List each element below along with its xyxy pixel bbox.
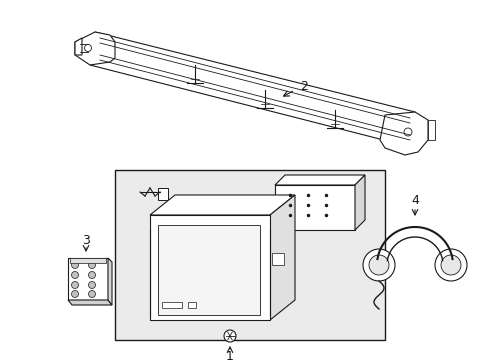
- Circle shape: [368, 255, 388, 275]
- Text: 1: 1: [225, 350, 233, 360]
- Bar: [70, 258, 106, 263]
- Polygon shape: [158, 225, 260, 315]
- Text: 3: 3: [82, 234, 90, 247]
- Polygon shape: [108, 258, 112, 305]
- Circle shape: [71, 282, 79, 288]
- Polygon shape: [274, 185, 354, 230]
- Polygon shape: [150, 215, 269, 320]
- Circle shape: [362, 249, 394, 281]
- Bar: [271, 253, 284, 265]
- Polygon shape: [427, 120, 434, 140]
- Polygon shape: [354, 175, 364, 230]
- Circle shape: [88, 282, 95, 288]
- Polygon shape: [150, 195, 294, 215]
- Polygon shape: [90, 32, 414, 148]
- Circle shape: [88, 291, 95, 297]
- Polygon shape: [68, 258, 108, 300]
- Circle shape: [224, 330, 236, 342]
- Polygon shape: [274, 175, 364, 185]
- Circle shape: [88, 261, 95, 269]
- Polygon shape: [68, 300, 112, 305]
- Bar: [158, 188, 168, 200]
- Polygon shape: [75, 38, 82, 55]
- Polygon shape: [75, 32, 115, 65]
- Text: 4: 4: [410, 194, 418, 207]
- Circle shape: [88, 271, 95, 279]
- Circle shape: [84, 45, 91, 51]
- Bar: [115, 170, 384, 340]
- Circle shape: [71, 291, 79, 297]
- Bar: [162, 302, 182, 308]
- Circle shape: [440, 255, 460, 275]
- Polygon shape: [379, 112, 427, 155]
- Circle shape: [403, 128, 411, 136]
- Text: 2: 2: [299, 80, 307, 93]
- Polygon shape: [269, 195, 294, 320]
- Circle shape: [71, 271, 79, 279]
- Circle shape: [434, 249, 466, 281]
- Bar: [187, 302, 196, 308]
- Circle shape: [71, 261, 79, 269]
